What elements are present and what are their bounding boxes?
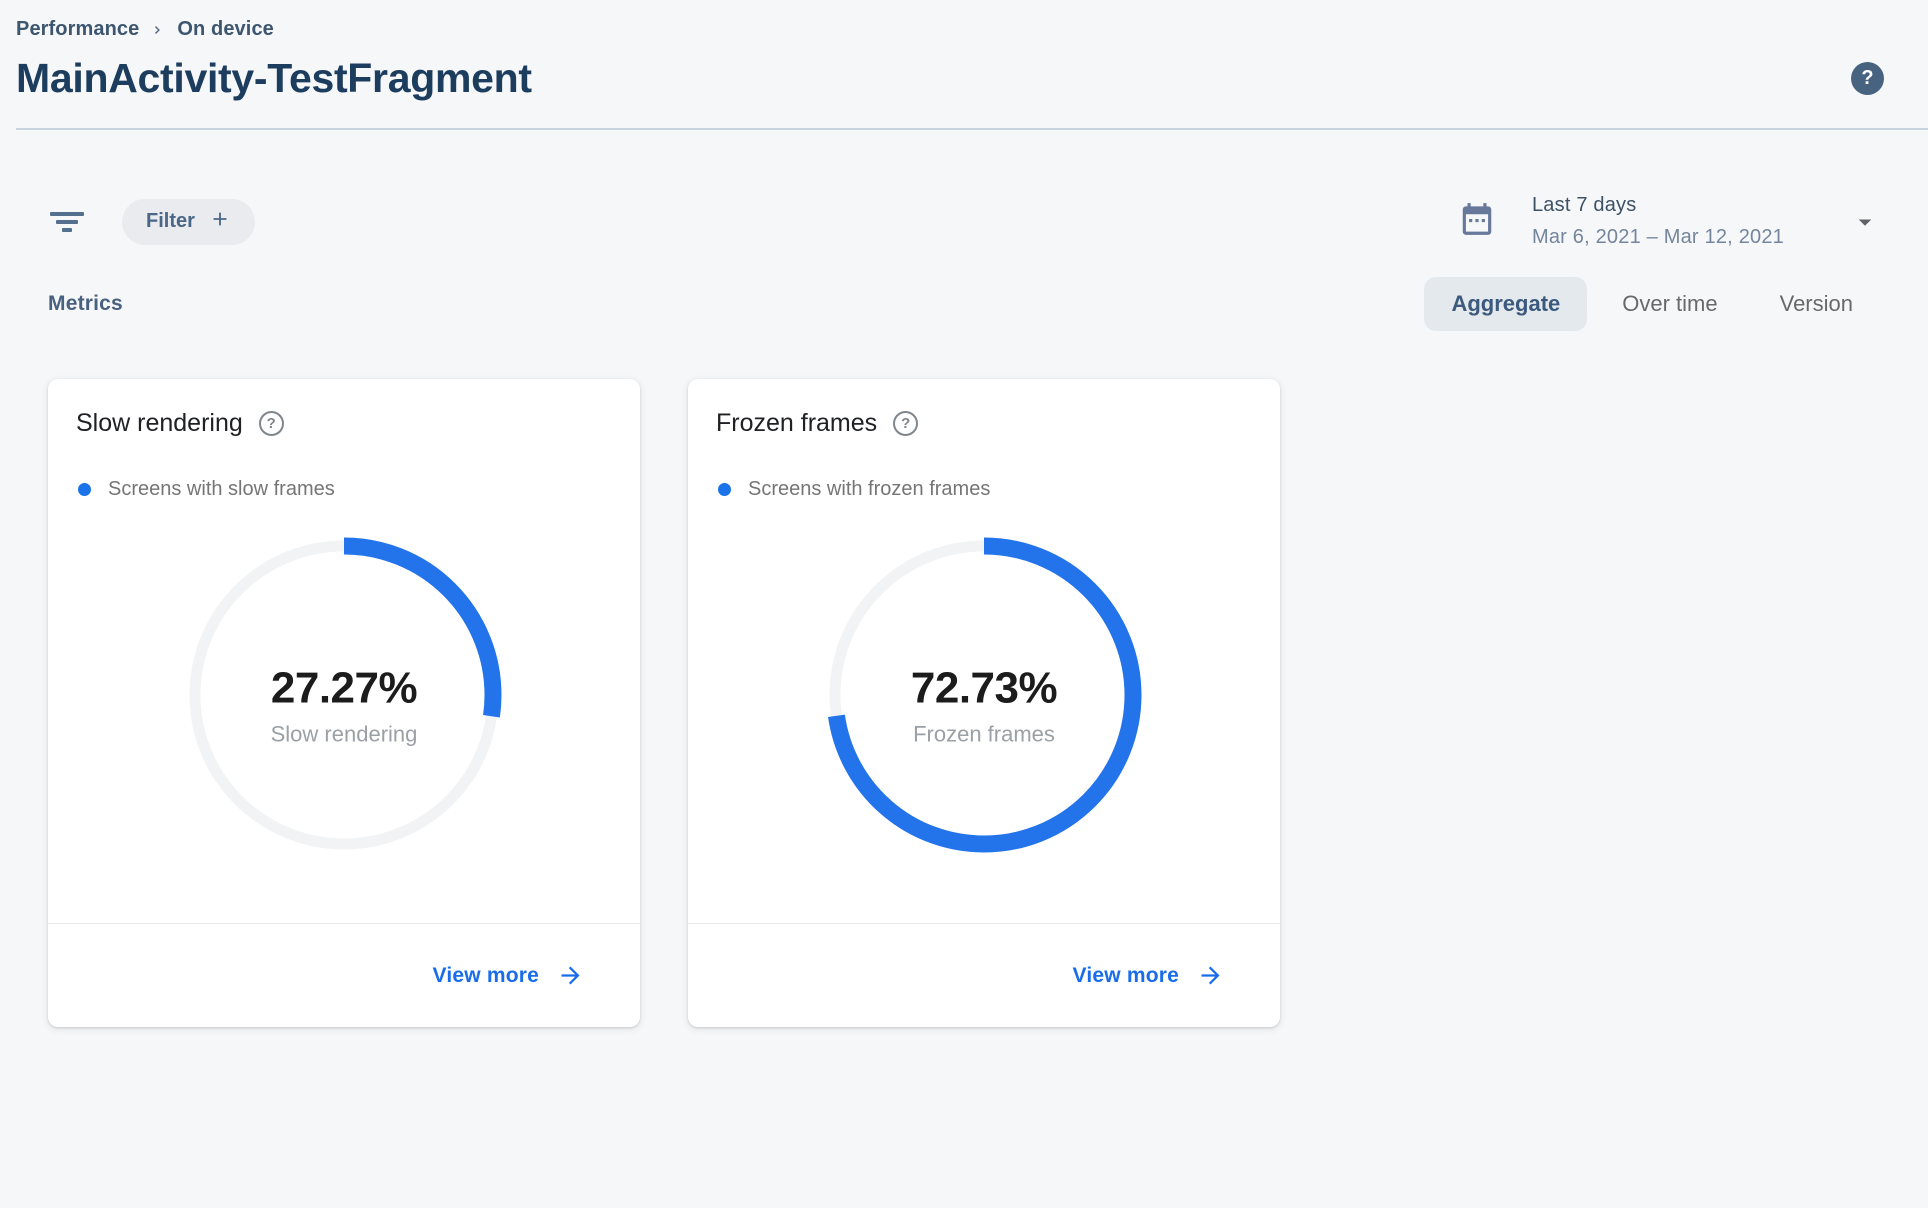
card-title: Slow rendering [76,409,243,437]
metrics-label: Metrics [48,292,123,315]
legend-label: Screens with frozen frames [748,478,991,500]
date-range-picker[interactable]: Last 7 days Mar 6, 2021 – Mar 12, 2021 [1458,194,1880,249]
donut-chart: 27.27% Slow rendering [76,501,612,923]
donut-label: Frozen frames [913,721,1055,747]
arrow-right-icon [1197,962,1224,989]
dropdown-arrow-icon [1850,207,1880,237]
help-outline-icon[interactable]: ? [893,411,919,436]
legend-label: Screens with slow frames [108,478,335,500]
donut-value: 27.27% [270,663,418,713]
breadcrumb-on-device[interactable]: On device [177,18,274,40]
legend-dot-icon [718,483,731,496]
question-mark-icon: ? [1861,67,1874,89]
view-more-link[interactable]: View more [433,962,584,989]
donut-arc [826,537,1142,853]
toolbar: Filter Last 7 days Mar 6, 2021 – Mar 12,… [48,194,1880,249]
card-title: Frozen frames [716,409,878,437]
header-divider [16,128,1928,130]
breadcrumb: Performance On device [16,18,1884,41]
arrow-right-icon [557,962,584,989]
tab-aggregate[interactable]: Aggregate [1424,277,1588,331]
legend-dot-icon [78,483,91,496]
filter-list-icon[interactable] [48,203,86,241]
date-preset-label: Last 7 days [1531,194,1637,216]
date-range-label: Mar 6, 2021 – Mar 12, 2021 [1531,226,1784,248]
frozen-frames-card: Frozen frames ? Screens with frozen fram… [688,379,1280,1027]
breadcrumb-performance[interactable]: Performance [16,18,140,40]
metrics-row: Metrics Aggregate Over time Version [48,277,1880,331]
tab-over-time[interactable]: Over time [1595,277,1744,331]
page-header: Performance On device MainActivity-TestF… [0,0,1928,102]
view-more-label: View more [432,963,539,987]
plus-icon [209,208,231,236]
legend: Screens with slow frames [76,478,612,501]
view-more-label: View more [1072,963,1179,987]
filter-chip-label: Filter [146,210,195,232]
donut-chart: 72.73% Frozen frames [716,501,1252,923]
page-title: MainActivity-TestFragment [16,55,532,101]
donut-value: 72.73% [910,663,1058,713]
help-outline-icon[interactable]: ? [258,411,284,436]
help-button[interactable]: ? [1851,62,1884,95]
tab-version[interactable]: Version [1753,277,1880,331]
view-more-link[interactable]: View more [1073,962,1224,989]
filter-chip[interactable]: Filter [122,198,255,245]
chevron-right-icon [149,21,167,39]
donut-label: Slow rendering [270,721,418,747]
main-content: Filter Last 7 days Mar 6, 2021 – Mar 12,… [0,130,1928,1027]
metric-cards: Slow rendering ? Screens with slow frame… [48,379,1880,1027]
card-footer: View more [48,923,640,1027]
card-footer: View more [688,923,1280,1027]
calendar-icon [1458,199,1496,244]
legend: Screens with frozen frames [716,478,1252,501]
donut-arc [186,537,502,853]
slow-rendering-card: Slow rendering ? Screens with slow frame… [48,379,640,1027]
view-tabs: Aggregate Over time Version [1424,277,1880,331]
